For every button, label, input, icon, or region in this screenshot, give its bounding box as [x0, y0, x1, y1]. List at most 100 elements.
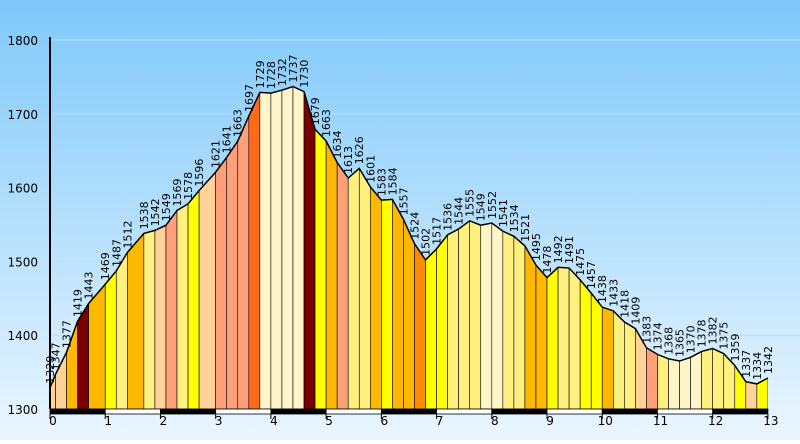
elevation-segment — [270, 86, 283, 409]
data-label: 1487 — [110, 239, 123, 267]
data-label: 1555 — [464, 189, 477, 217]
data-label: 1478 — [541, 246, 554, 274]
data-label: 1737 — [287, 54, 300, 82]
data-label: 1438 — [596, 275, 609, 303]
x-tick-label: 12 — [708, 414, 723, 428]
x-tick-label: 0 — [49, 414, 57, 428]
data-label: 1732 — [276, 58, 289, 86]
x-tick-label: 8 — [491, 414, 499, 428]
data-label: 1492 — [552, 235, 565, 263]
data-label: 1596 — [193, 159, 206, 187]
data-label: 1419 — [72, 289, 85, 317]
data-label: 1365 — [674, 329, 687, 357]
data-label: 1457 — [585, 261, 598, 289]
x-axis-scale-segment — [160, 408, 217, 415]
data-label: 1359 — [729, 333, 742, 361]
elevation-segment — [259, 86, 272, 409]
y-tick-label: 1500 — [7, 255, 38, 269]
x-tick-label: 2 — [160, 414, 168, 428]
y-tick-label: 1300 — [7, 403, 38, 417]
data-label: 1613 — [342, 146, 355, 174]
data-label: 1342 — [762, 346, 775, 374]
data-label: 1621 — [210, 140, 223, 168]
data-label: 1368 — [663, 327, 676, 355]
data-label: 1517 — [431, 217, 444, 245]
data-label: 1584 — [386, 167, 399, 195]
x-axis-scale-segment — [712, 408, 769, 415]
data-label: 1512 — [121, 221, 134, 249]
data-label: 1334 — [751, 352, 764, 380]
x-tick-label: 3 — [215, 414, 223, 428]
data-label: 1634 — [331, 131, 344, 159]
data-label: 1663 — [232, 109, 245, 137]
x-axis-scale-segment — [215, 408, 272, 415]
data-label: 1728 — [265, 61, 278, 89]
data-label: 1557 — [397, 187, 410, 215]
data-label: 1383 — [640, 316, 653, 344]
data-label: 1378 — [696, 319, 709, 347]
data-label: 1549 — [475, 193, 488, 221]
data-label: 1730 — [298, 60, 311, 88]
x-axis-scale-segment — [436, 408, 493, 415]
data-label: 1433 — [607, 279, 620, 307]
data-label: 1538 — [138, 201, 151, 229]
data-label: 1337 — [740, 350, 753, 378]
x-axis-scale-segment — [546, 408, 603, 415]
elevation-segment — [292, 86, 305, 409]
x-axis-scale-segment — [380, 408, 437, 415]
data-label: 1329 — [44, 356, 57, 384]
data-label: 1729 — [254, 60, 267, 88]
data-label: 1578 — [182, 172, 195, 200]
data-label: 1347 — [50, 342, 63, 370]
data-label: 1524 — [408, 212, 421, 240]
data-label: 1443 — [83, 271, 96, 299]
data-label: 1552 — [486, 191, 499, 219]
data-label: 1409 — [629, 297, 642, 325]
data-label: 1679 — [309, 97, 322, 125]
data-label: 1418 — [618, 290, 631, 318]
data-label: 1377 — [61, 320, 74, 348]
x-axis-scale-segment — [49, 408, 106, 415]
x-tick-label: 10 — [598, 414, 613, 428]
data-label: 1663 — [320, 109, 333, 137]
y-tick-label: 1700 — [7, 108, 38, 122]
x-tick-label: 11 — [653, 414, 668, 428]
elevation-outline — [49, 85, 769, 388]
y-tick-label: 1600 — [7, 182, 38, 196]
elevation-segment — [281, 86, 294, 409]
data-label: 1601 — [364, 155, 377, 183]
data-label: 1569 — [171, 178, 184, 206]
data-label: 1521 — [519, 214, 532, 242]
data-label: 1697 — [243, 84, 256, 112]
data-label: 1491 — [563, 236, 576, 264]
data-label: 1541 — [497, 199, 510, 227]
x-tick-label: 9 — [546, 414, 554, 428]
data-label: 1370 — [685, 325, 698, 353]
x-axis-scale-segment — [491, 408, 548, 415]
x-tick-label: 1 — [104, 414, 112, 428]
x-tick-label: 13 — [763, 414, 778, 428]
data-label: 1536 — [442, 203, 455, 231]
data-label: 1549 — [160, 193, 173, 221]
data-label: 1502 — [420, 228, 433, 256]
data-label: 1475 — [574, 248, 587, 276]
data-label: 1382 — [707, 316, 720, 344]
x-axis-scale-segment — [270, 408, 327, 415]
data-label: 1542 — [149, 198, 162, 226]
data-label: 1626 — [353, 136, 366, 164]
x-tick-label: 4 — [270, 414, 278, 428]
data-label: 1495 — [530, 233, 543, 261]
x-tick-label: 6 — [381, 414, 389, 428]
y-tick-label: 1400 — [7, 329, 38, 343]
x-axis-scale-segment — [325, 408, 382, 415]
data-label: 1544 — [453, 197, 466, 225]
x-tick-label: 7 — [436, 414, 444, 428]
data-label: 1583 — [375, 168, 388, 196]
y-tick-label: 1800 — [7, 34, 38, 48]
data-label: 1469 — [99, 252, 112, 280]
x-tick-label: 5 — [325, 414, 333, 428]
